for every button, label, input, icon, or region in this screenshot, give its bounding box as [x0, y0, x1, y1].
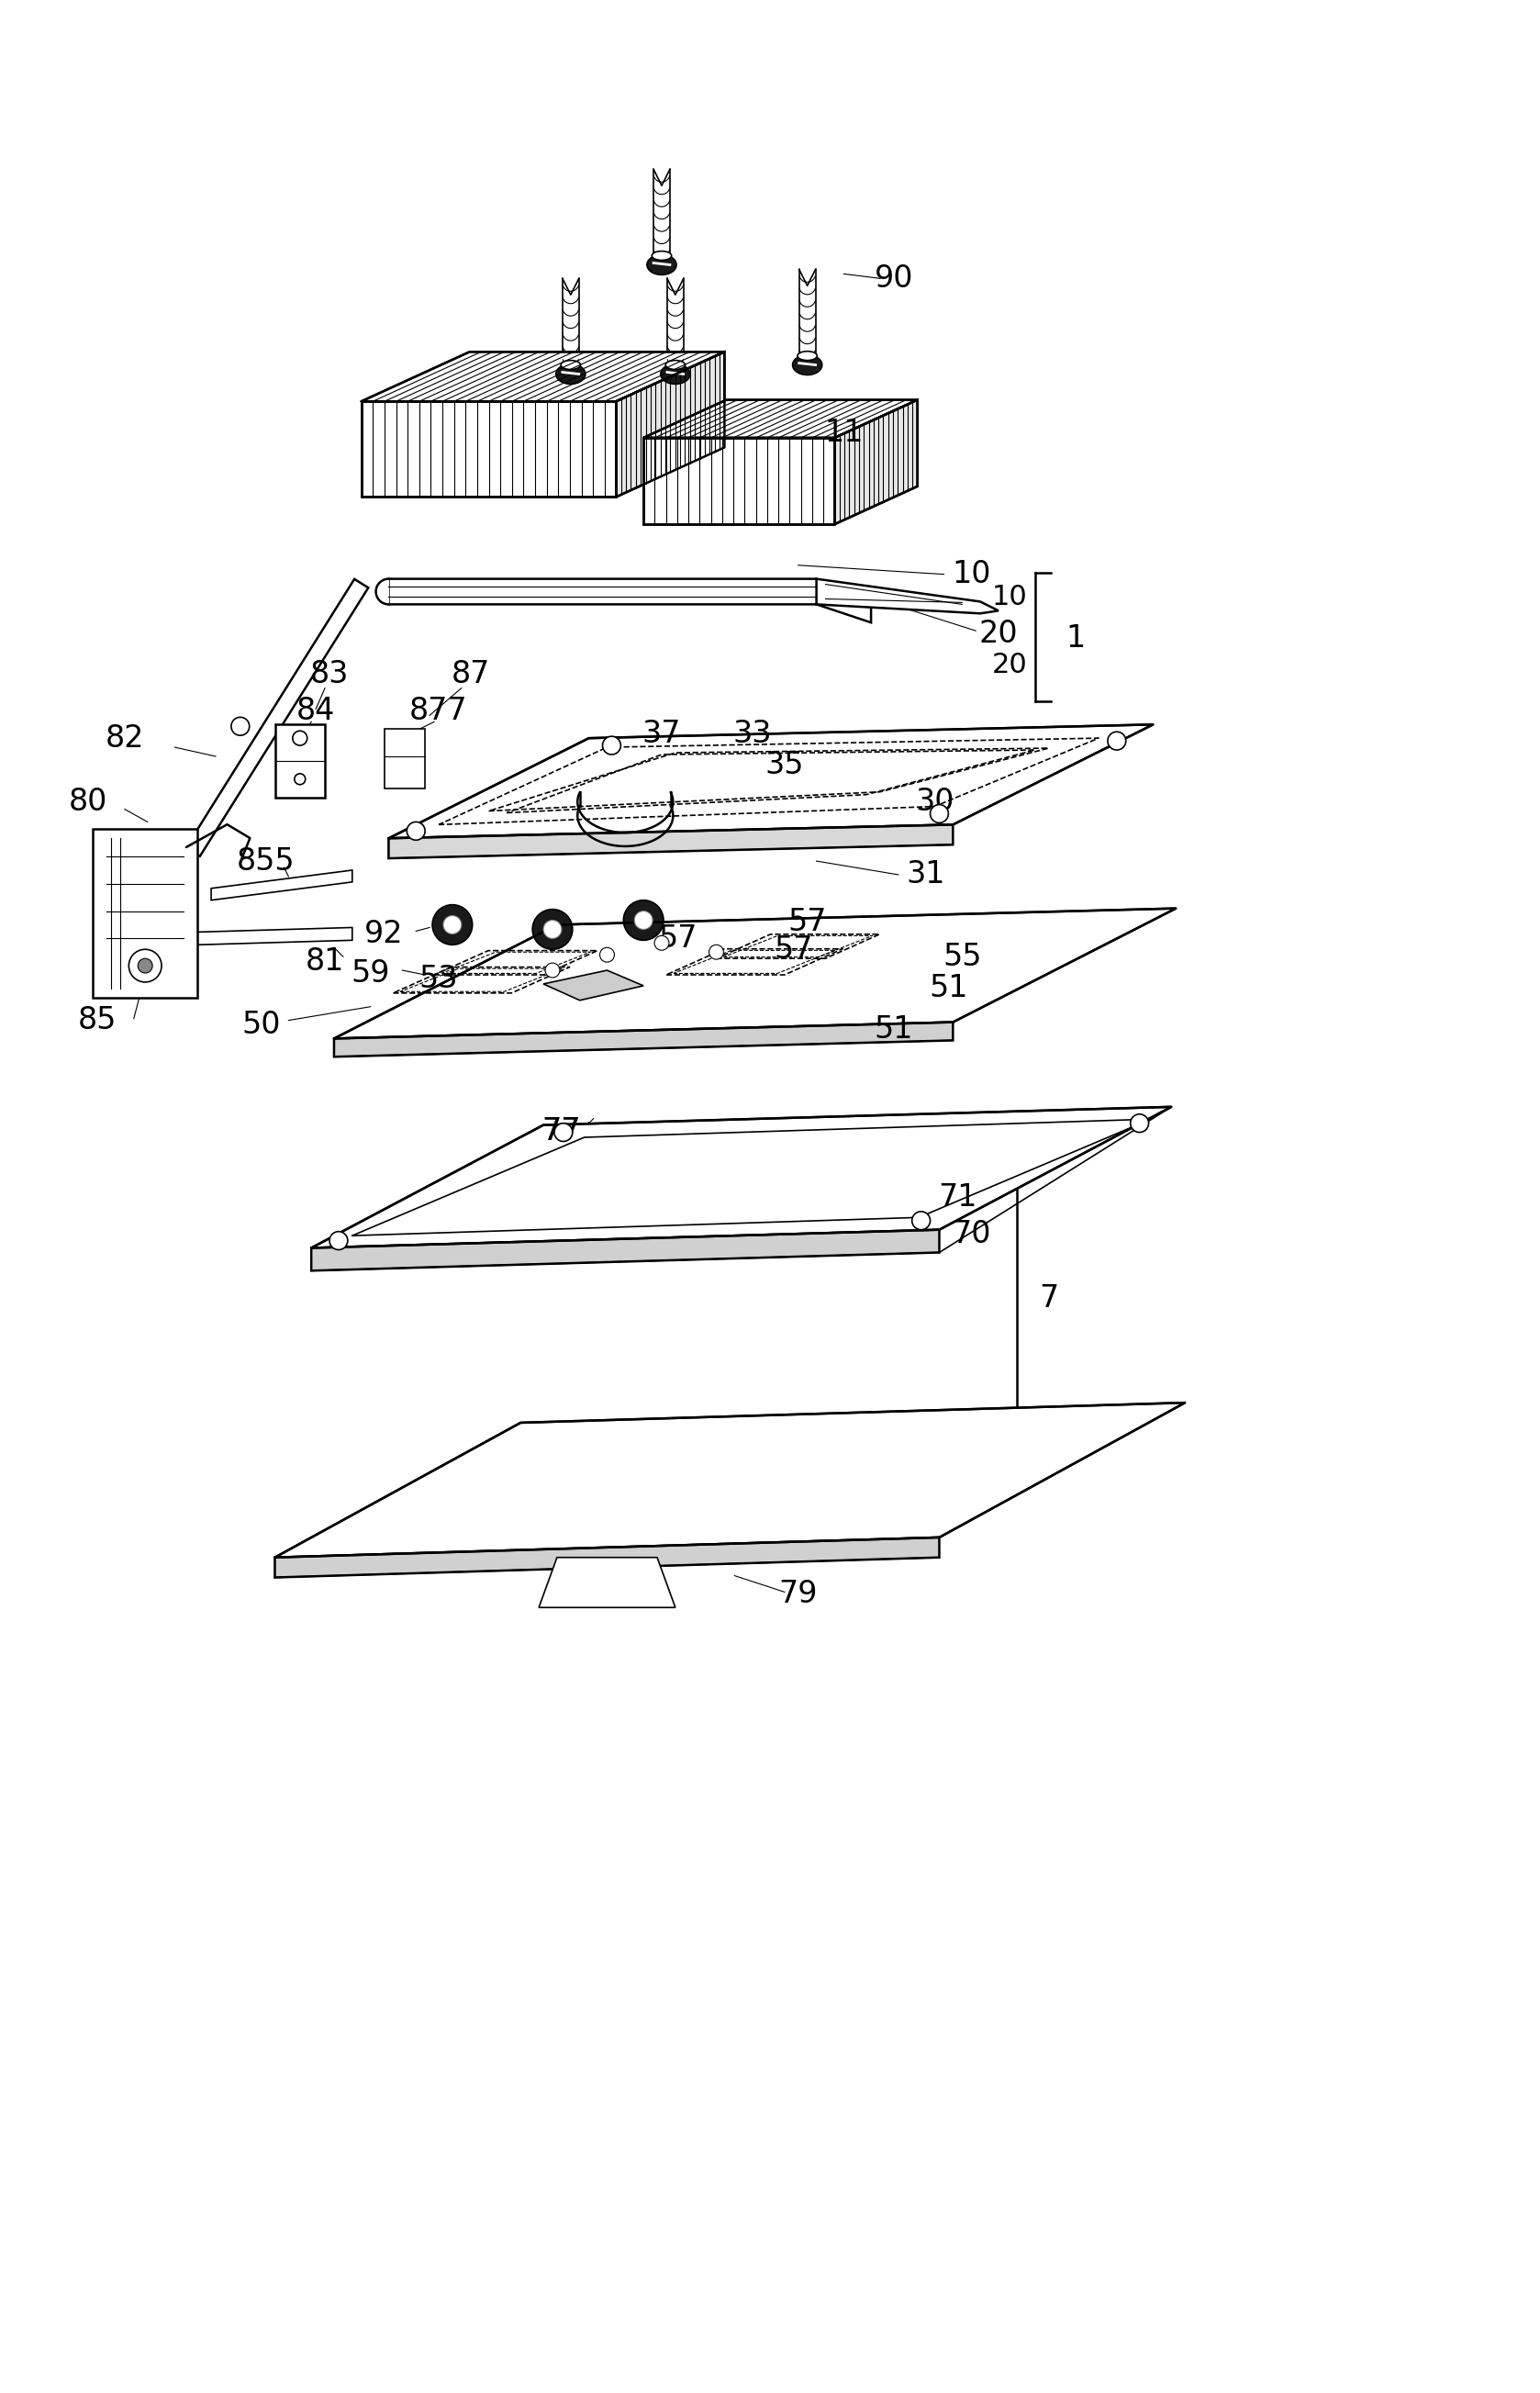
Circle shape	[634, 912, 653, 928]
Text: 50: 50	[242, 1010, 280, 1041]
Ellipse shape	[647, 254, 676, 275]
Circle shape	[599, 948, 614, 962]
Text: 77: 77	[542, 1115, 581, 1146]
Polygon shape	[311, 1230, 939, 1271]
Polygon shape	[388, 737, 588, 859]
Text: 70: 70	[952, 1218, 990, 1249]
Text: 57: 57	[659, 924, 698, 952]
Circle shape	[330, 1232, 348, 1249]
Polygon shape	[544, 969, 644, 1000]
Polygon shape	[334, 909, 1177, 1039]
Text: 79: 79	[779, 1579, 818, 1608]
Text: 77: 77	[542, 1115, 581, 1146]
Circle shape	[293, 730, 306, 747]
Circle shape	[624, 900, 664, 940]
Text: 37: 37	[642, 718, 681, 749]
Text: 83: 83	[310, 660, 350, 689]
Polygon shape	[388, 725, 1153, 838]
Circle shape	[654, 936, 668, 950]
Polygon shape	[388, 579, 872, 622]
Ellipse shape	[661, 364, 690, 383]
Text: 81: 81	[305, 945, 345, 976]
Ellipse shape	[651, 251, 671, 261]
Text: 51: 51	[929, 974, 969, 1003]
Polygon shape	[211, 871, 353, 900]
Polygon shape	[362, 402, 616, 498]
Circle shape	[129, 950, 162, 981]
Circle shape	[708, 945, 724, 960]
Polygon shape	[274, 1424, 521, 1577]
Circle shape	[930, 804, 949, 823]
Polygon shape	[334, 924, 557, 1058]
Text: 90: 90	[875, 263, 913, 294]
Polygon shape	[274, 725, 325, 797]
Circle shape	[544, 921, 562, 938]
Text: 11: 11	[824, 419, 864, 447]
Text: 20: 20	[992, 651, 1027, 680]
Polygon shape	[644, 438, 835, 524]
Polygon shape	[383, 730, 425, 787]
Polygon shape	[644, 400, 918, 438]
Text: 33: 33	[733, 718, 772, 749]
Circle shape	[1130, 1115, 1149, 1132]
Text: 855: 855	[237, 845, 296, 876]
Polygon shape	[835, 400, 918, 524]
Polygon shape	[539, 1558, 676, 1608]
Text: 20: 20	[979, 617, 1018, 649]
Circle shape	[231, 718, 249, 735]
Polygon shape	[311, 1125, 544, 1271]
Text: 877: 877	[410, 696, 468, 725]
Polygon shape	[274, 1536, 939, 1577]
Text: 51: 51	[875, 1015, 913, 1046]
Text: 7: 7	[1040, 1283, 1058, 1314]
Polygon shape	[311, 1108, 1172, 1247]
Polygon shape	[274, 1402, 1186, 1558]
Circle shape	[533, 909, 573, 950]
Text: 31: 31	[906, 859, 946, 890]
Text: 53: 53	[419, 964, 459, 995]
Text: 10: 10	[992, 584, 1027, 610]
Circle shape	[554, 1122, 573, 1141]
Ellipse shape	[665, 361, 685, 369]
Text: 30: 30	[915, 787, 955, 816]
Text: 82: 82	[105, 723, 145, 754]
Text: 1: 1	[1066, 622, 1086, 653]
Circle shape	[407, 821, 425, 840]
Text: 55: 55	[942, 940, 981, 972]
Polygon shape	[92, 830, 197, 998]
Circle shape	[294, 773, 305, 785]
Polygon shape	[388, 826, 953, 859]
Text: 80: 80	[69, 787, 108, 816]
Circle shape	[602, 737, 621, 754]
Circle shape	[912, 1211, 930, 1230]
Polygon shape	[186, 579, 368, 857]
Polygon shape	[197, 928, 353, 945]
Text: 35: 35	[765, 751, 804, 780]
Circle shape	[545, 962, 559, 979]
Text: 85: 85	[79, 1005, 117, 1036]
Polygon shape	[616, 352, 724, 498]
Polygon shape	[362, 352, 724, 402]
Ellipse shape	[561, 361, 581, 369]
Ellipse shape	[556, 364, 585, 383]
Circle shape	[1107, 732, 1126, 749]
Text: 57: 57	[775, 933, 813, 964]
Circle shape	[433, 905, 473, 945]
Ellipse shape	[793, 354, 822, 376]
Circle shape	[139, 960, 152, 974]
Text: 84: 84	[296, 696, 336, 725]
Polygon shape	[334, 1022, 953, 1058]
Polygon shape	[816, 579, 998, 613]
Circle shape	[444, 917, 462, 933]
Ellipse shape	[798, 352, 818, 361]
Text: 71: 71	[938, 1182, 976, 1213]
Text: 59: 59	[351, 957, 390, 988]
Text: 92: 92	[365, 919, 403, 950]
Text: 87: 87	[451, 660, 490, 689]
Polygon shape	[376, 579, 388, 605]
Text: 10: 10	[952, 560, 990, 589]
Text: 57: 57	[788, 907, 827, 938]
